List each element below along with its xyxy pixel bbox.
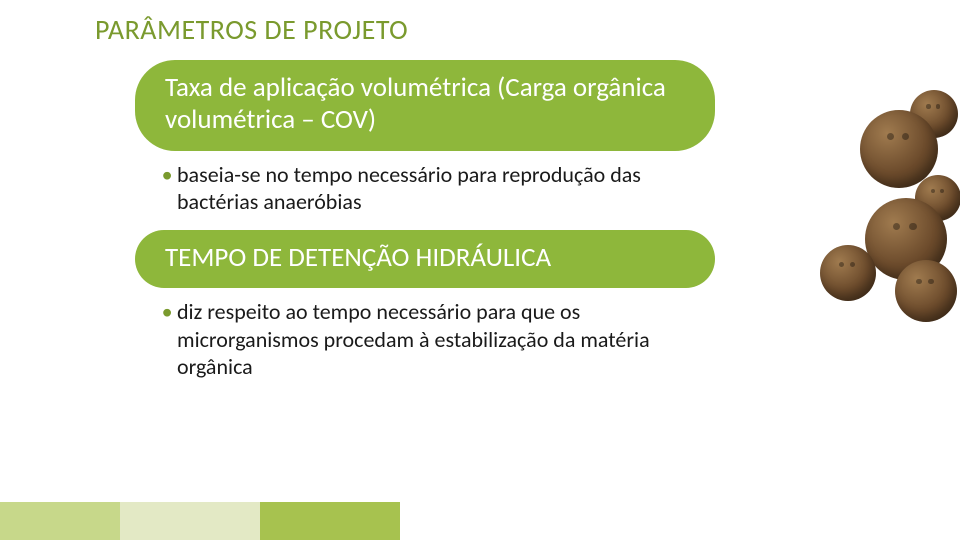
sub-tdh: • diz respeito ao tempo necessário para … <box>135 288 715 395</box>
sub-cov-text: baseia-se no tempo necessário para repro… <box>177 161 641 216</box>
bullet-icon: • <box>162 161 177 189</box>
decorative-spheres <box>720 80 960 310</box>
sphere-icon <box>820 245 876 301</box>
footer-bar <box>260 502 400 540</box>
footer-bar <box>0 502 120 540</box>
sphere-icon <box>860 110 938 188</box>
sphere-icon <box>895 260 957 322</box>
page-title: PARÂMETROS DE PROJETO <box>95 12 408 47</box>
content-column: Taxa de aplicação volumétrica (Carga org… <box>135 60 715 395</box>
pill-tdh: TEMPO DE DETENÇÃO HIDRÁULICA <box>135 230 715 288</box>
bullet-icon: • <box>162 298 177 326</box>
sub-cov: • baseia-se no tempo necessário para rep… <box>135 151 715 230</box>
pill-cov-text: Taxa de aplicação volumétrica (Carga org… <box>165 71 666 136</box>
footer-bar <box>120 502 260 540</box>
pill-tdh-text: TEMPO DE DETENÇÃO HIDRÁULICA <box>165 241 551 274</box>
pill-cov: Taxa de aplicação volumétrica (Carga org… <box>135 60 715 151</box>
footer-bars <box>0 502 960 540</box>
sub-tdh-text: diz respeito ao tempo necessário para qu… <box>177 298 650 380</box>
